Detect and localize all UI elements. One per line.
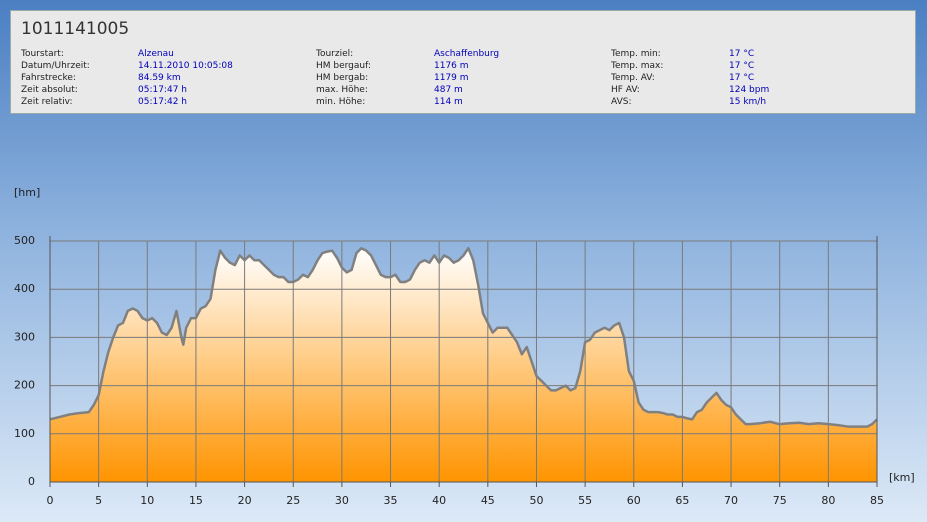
info-label: Fahrstrecke: [21,73,76,83]
elevation-line [49,246,878,428]
info-value: 124 bpm [729,85,770,95]
x-tick-label: 65 [675,494,689,507]
x-tick-label: 40 [432,494,446,507]
info-label: Zeit relativ: [21,97,73,107]
x-tick-label: 80 [821,494,835,507]
y-tick-label: 200 [14,379,35,392]
y-tick-label: 300 [14,330,35,343]
x-tick-label: 70 [724,494,738,507]
info-label: HM bergauf: [316,61,371,71]
x-tick-label: 45 [481,494,495,507]
x-tick-label: 55 [578,494,592,507]
x-tick-label: 60 [627,494,641,507]
info-label: HF AV: [611,85,640,95]
info-label: Datum/Uhrzeit: [21,61,90,71]
x-tick-label: 35 [384,494,398,507]
info-value: Alzenau [138,49,174,59]
x-axis-label: [km] [889,471,915,484]
x-tick-label: 20 [238,494,252,507]
y-axis-label: [hm] [14,186,40,199]
info-value: 05:17:47 h [138,85,187,95]
info-value: 487 m [434,85,463,95]
info-panel: 1011141005 Tourstart: Alzenau Datum/Uhrzei… [10,10,916,114]
info-label: min. Höhe: [316,97,366,107]
info-label: Temp. max: [611,61,664,71]
info-label: Zeit absolut: [21,85,78,95]
info-value: 17 °C [729,49,755,59]
x-tick-label: 75 [773,494,787,507]
info-label: Temp. AV: [611,73,655,83]
info-label: Tourstart: [21,49,64,59]
info-label: Tourziel: [316,49,354,59]
y-tick-label: 100 [14,427,35,440]
y-tick-label: 500 [14,234,35,247]
info-label: Temp. min: [611,49,661,59]
info-value: Aschaffenburg [434,49,500,59]
info-value: 84.59 km [138,73,181,83]
y-tick-label: 400 [14,282,35,295]
info-value: 05:17:42 h [138,97,187,107]
y-tick-label: 0 [28,475,35,488]
info-value: 114 m [434,97,463,107]
info-value: 1179 m [434,73,469,83]
x-tick-label: 25 [286,494,300,507]
info-value: 14.11.2010 10:05:08 [138,61,233,71]
x-tick-label: 85 [870,494,884,507]
x-tick-label: 30 [335,494,349,507]
axes [49,236,878,483]
x-tick-label: 5 [95,494,102,507]
info-value: 17 °C [729,73,755,83]
info-label: AVS: [611,97,632,107]
x-tick-label: 0 [47,494,54,507]
x-tick-label: 15 [189,494,203,507]
area-fill [50,248,877,482]
x-tick-label: 50 [529,494,543,507]
info-value: 15 km/h [729,97,767,107]
info-value: 1176 m [434,61,469,71]
tour-id: 1011141005 [21,19,130,39]
info-label: HM bergab: [316,73,369,83]
info-label: max. Höhe: [316,85,368,95]
x-tick-label: 10 [140,494,154,507]
info-value: 17 °C [729,61,755,71]
